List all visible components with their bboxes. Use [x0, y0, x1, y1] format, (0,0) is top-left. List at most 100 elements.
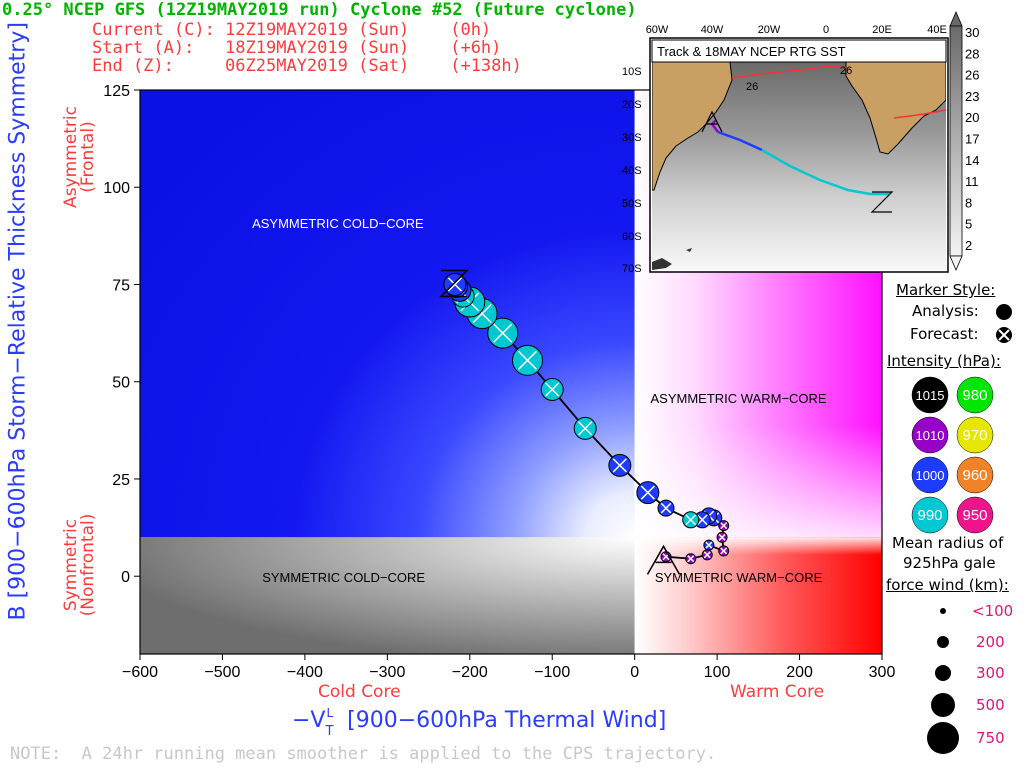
inset-start-marker	[701, 110, 723, 133]
legend-radius-marker	[927, 722, 959, 754]
label-asymmetric-cold-core: ASYMMETRIC COLD−CORE	[252, 216, 424, 231]
x-tick-label: −100	[534, 664, 570, 681]
region-symmetric-warm-core-shade	[634, 537, 882, 654]
legend-intensity-swatch: 970	[956, 416, 994, 454]
inset-lon-labels: 60W 40W 20W 0 20E 40E	[646, 24, 947, 36]
legend-intensity-swatch: 950	[956, 496, 994, 534]
legend-intensity-label: 980	[962, 387, 987, 404]
x-tick-label: −600	[122, 664, 158, 681]
inset-track-line-cyan	[761, 148, 890, 196]
track-point	[701, 549, 713, 561]
y-tick-label: 100	[103, 180, 130, 197]
label-symmetric-warm-core: SYMMETRIC WARM−CORE	[655, 570, 823, 585]
inset-contour-label: 26	[840, 65, 852, 77]
antarctic-islands	[652, 258, 672, 270]
x-cold-core-label: Cold Core	[318, 682, 401, 702]
inset-lat-label: 50S	[622, 198, 642, 210]
inset-contour-labels: 26 26	[746, 65, 852, 93]
region-asymmetric-cold-core	[140, 90, 635, 538]
legend-intensity-label: 970	[962, 427, 987, 444]
inset-lon-label: 20W	[758, 24, 781, 36]
inset-lat-label: 40S	[622, 165, 642, 177]
colorbar-bottom-arrow	[949, 255, 963, 272]
legend: 1015 980 1010 970 1000 960 990 950	[911, 304, 1012, 754]
inset-lon-label: 40E	[927, 24, 947, 36]
track-point	[682, 511, 700, 529]
colorbar-label: 14	[965, 153, 979, 168]
y-tick-label: 50	[112, 375, 130, 392]
colorbar-label: 30	[965, 25, 979, 40]
x-tick-label: −300	[369, 664, 405, 681]
legend-intensity-label: 1000	[916, 468, 945, 483]
plot-area: −600 −500 −400 −300 −200 −100 0 100 200 300 0 25 50 7…	[103, 83, 895, 681]
legend-intensity-label: 990	[917, 507, 942, 524]
legend-intensity-swatch: 990	[911, 496, 949, 534]
legend-intensity-swatch: 960	[956, 456, 994, 494]
y-tick-label: 25	[112, 472, 130, 489]
x-tick-label: 100	[704, 664, 731, 681]
track-point	[703, 539, 715, 551]
legend-intensity-label: 1015	[916, 388, 945, 403]
legend-intensity-swatch: 1015	[911, 376, 949, 414]
chart-title: 0.25° NCEP GFS (12Z19MAY2019 run) Cyclon…	[2, 0, 637, 20]
x-tick-label: −400	[287, 664, 323, 681]
inset-lon-label: 60W	[646, 24, 669, 36]
legend-intensity-label: 960	[962, 467, 987, 484]
colorbar-label: 8	[965, 195, 972, 210]
inset-lat-labels: 10S 20S 30S 40S 50S 60S 70S	[622, 66, 642, 275]
legend-radius-title-2: 925hPa gale	[903, 554, 996, 572]
end-marker-z	[439, 269, 469, 298]
south-america-land	[652, 62, 733, 191]
y-axis-title: B [900−600hPa Storm−Relative Thickness S…	[5, 22, 31, 621]
legend-radius-title-1: Mean radius of	[892, 534, 1004, 552]
inset-lon-label: 40W	[701, 24, 724, 36]
legend-radius-marker	[937, 636, 949, 648]
legend-radius-marker	[935, 665, 951, 681]
legend-forecast: Forecast:	[910, 325, 979, 343]
colorbar-label: 5	[965, 217, 972, 232]
header-end: End (Z): 06Z25MAY2019 (Sat) (+138h)	[92, 56, 522, 76]
track-point	[540, 378, 564, 402]
legend-marker-style: Marker Style:	[896, 281, 996, 299]
colorbar-label: 2	[965, 238, 972, 253]
track-point	[718, 520, 730, 532]
legend-intensity-swatch: 1010	[911, 416, 949, 454]
legend-radius-300: 300	[976, 664, 1005, 682]
y-asymmetric-label: Asymmetric (Frontal)	[61, 106, 98, 208]
inset-lat-label: 70S	[622, 263, 642, 275]
x-tick-label: 0	[630, 664, 639, 681]
x-tick-label: 300	[869, 664, 896, 681]
colorbar-top-arrow	[949, 10, 963, 27]
y-tick-label: 125	[103, 83, 130, 100]
x-tick-label: −200	[452, 664, 488, 681]
colorbar-label: 23	[965, 89, 979, 104]
x-warm-core-label: Warm Core	[730, 682, 825, 702]
track-point	[573, 416, 597, 440]
cyclone-track	[439, 269, 730, 575]
label-asymmetric-warm-core: ASYMMETRIC WARM−CORE	[650, 391, 826, 406]
header-start: Start (A): 18Z19MAY2019 (Sun) (+6h)	[92, 38, 502, 58]
inset-title: Track & 18MAY NCEP RTG SST	[657, 44, 846, 59]
sst-26c-contour	[731, 65, 851, 79]
x-tick-label: 200	[786, 664, 813, 681]
colorbar-label: 17	[965, 132, 979, 147]
legend-intensity-swatch: 980	[956, 376, 994, 414]
axes: −600 −500 −400 −300 −200 −100 0 100 200 300 0 25 50 7…	[103, 83, 895, 681]
header-current: Current (C): 12Z19MAY2019 (Sun) (0h)	[92, 20, 492, 40]
sst-colorbar	[949, 25, 963, 257]
region-symmetric-cold-core	[140, 537, 635, 654]
track-point	[487, 317, 519, 349]
colorbar-label: 20	[965, 110, 979, 125]
legend-radius-title-3: force wind (km):	[886, 576, 1009, 594]
africa-land	[845, 62, 946, 155]
inset-lat-label: 10S	[622, 66, 642, 78]
y-tick-label: 0	[121, 569, 130, 586]
track-point	[657, 499, 675, 517]
legend-radius-100: <100	[972, 602, 1014, 620]
inset-lat-label: 30S	[622, 132, 642, 144]
inset-end-marker	[870, 191, 894, 213]
inset-contour-label: 26	[746, 81, 758, 93]
x-tick-label: −500	[204, 664, 240, 681]
colorbar-label: 11	[965, 174, 979, 189]
